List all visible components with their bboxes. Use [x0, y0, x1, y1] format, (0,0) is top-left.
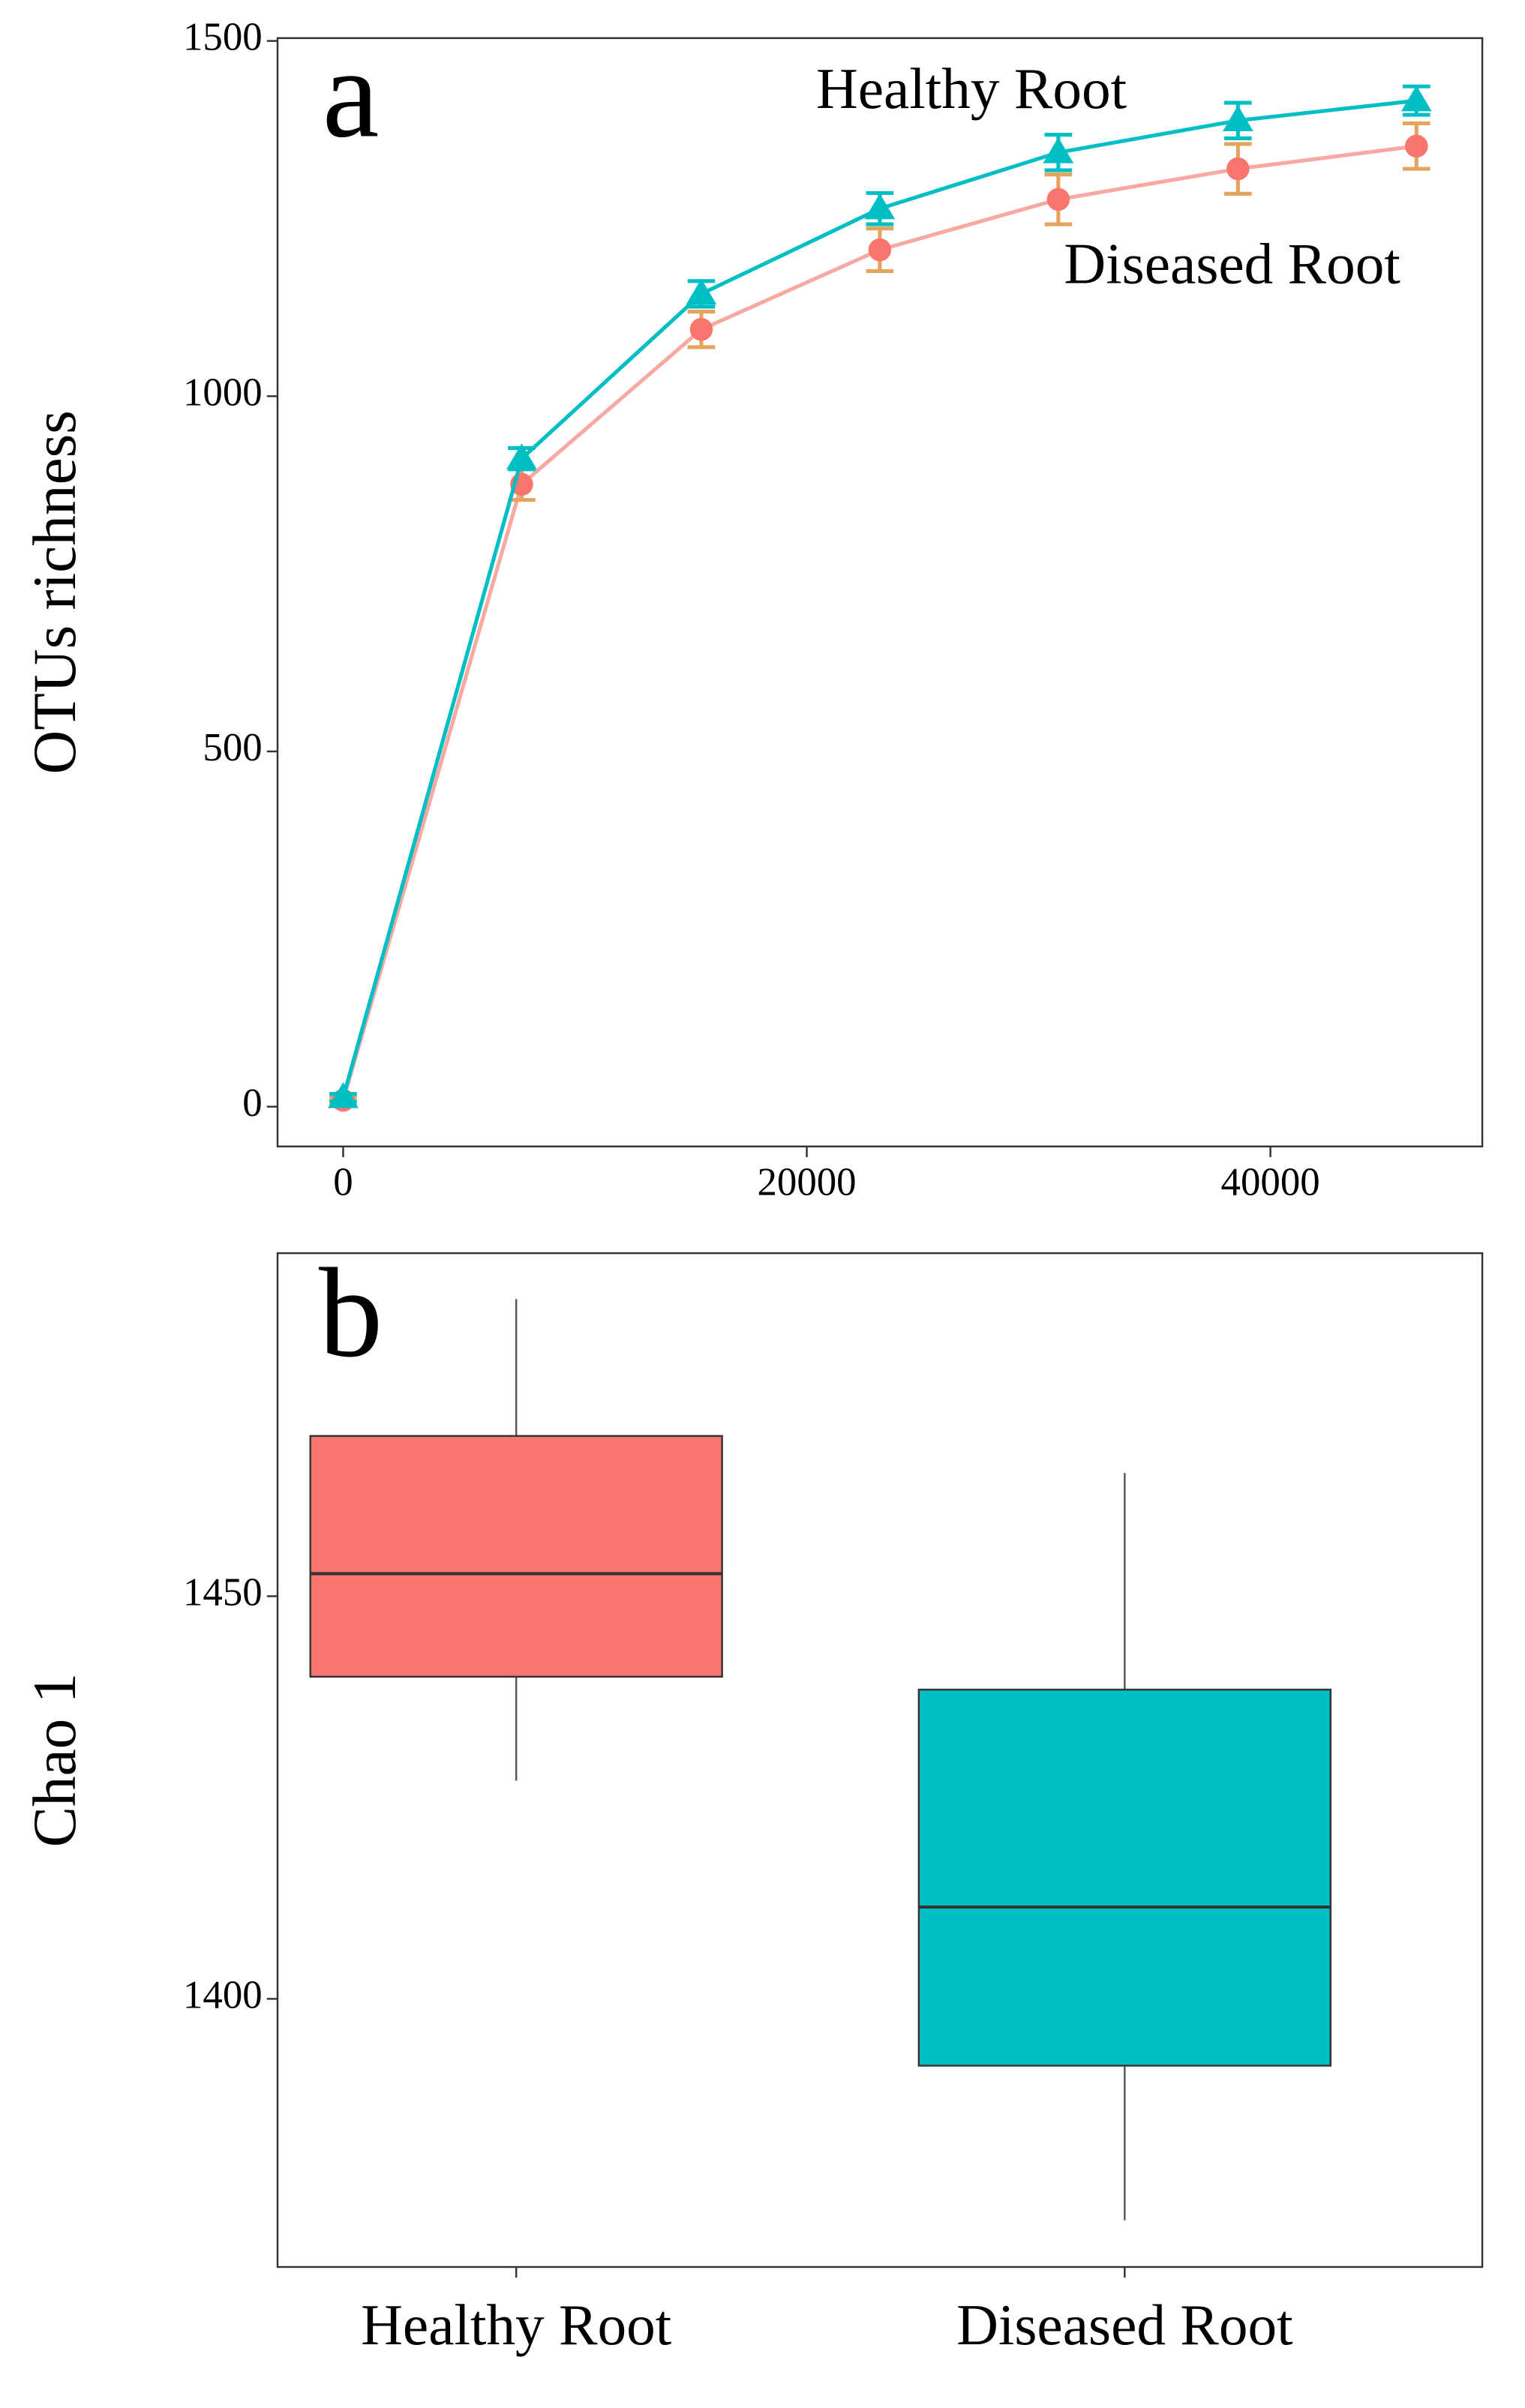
y-tick-label: 0	[242, 1081, 262, 1125]
y-axis-title: Chao 1	[21, 1673, 89, 1848]
marker	[1226, 157, 1250, 181]
plot-frame	[276, 1252, 1484, 2269]
marker	[328, 1082, 359, 1108]
marker	[689, 318, 713, 341]
marker	[1043, 137, 1074, 163]
box	[309, 1435, 723, 1678]
x-tick-label: 20000	[757, 1161, 856, 1204]
x-tick-label: 40000	[1221, 1161, 1320, 1204]
y-tick-label: 500	[203, 726, 262, 769]
panel-letter: a	[323, 22, 380, 163]
marker	[868, 238, 892, 262]
series-label: Healthy Root	[816, 56, 1127, 121]
series-label: Diseased Root	[1064, 232, 1400, 296]
marker	[1405, 134, 1428, 158]
marker	[686, 278, 717, 305]
y-tick-label: 1000	[183, 370, 263, 414]
box	[917, 1688, 1332, 2067]
y-tick-label: 1450	[183, 1571, 263, 1615]
marker	[1046, 187, 1070, 211]
x-tick-label: Healthy Root	[361, 2293, 672, 2357]
plot-frame	[276, 37, 1484, 1147]
marker	[1400, 85, 1432, 112]
marker	[864, 193, 896, 220]
marker	[1223, 105, 1253, 131]
panel-letter: b	[319, 1242, 383, 1384]
y-tick-label: 1400	[183, 1974, 263, 2017]
x-tick-label: 0	[333, 1161, 353, 1204]
x-tick-label: Diseased Root	[956, 2293, 1293, 2357]
y-tick-label: 1500	[183, 16, 263, 59]
marker	[506, 443, 537, 469]
y-axis-title: OTUs richness	[21, 410, 89, 774]
